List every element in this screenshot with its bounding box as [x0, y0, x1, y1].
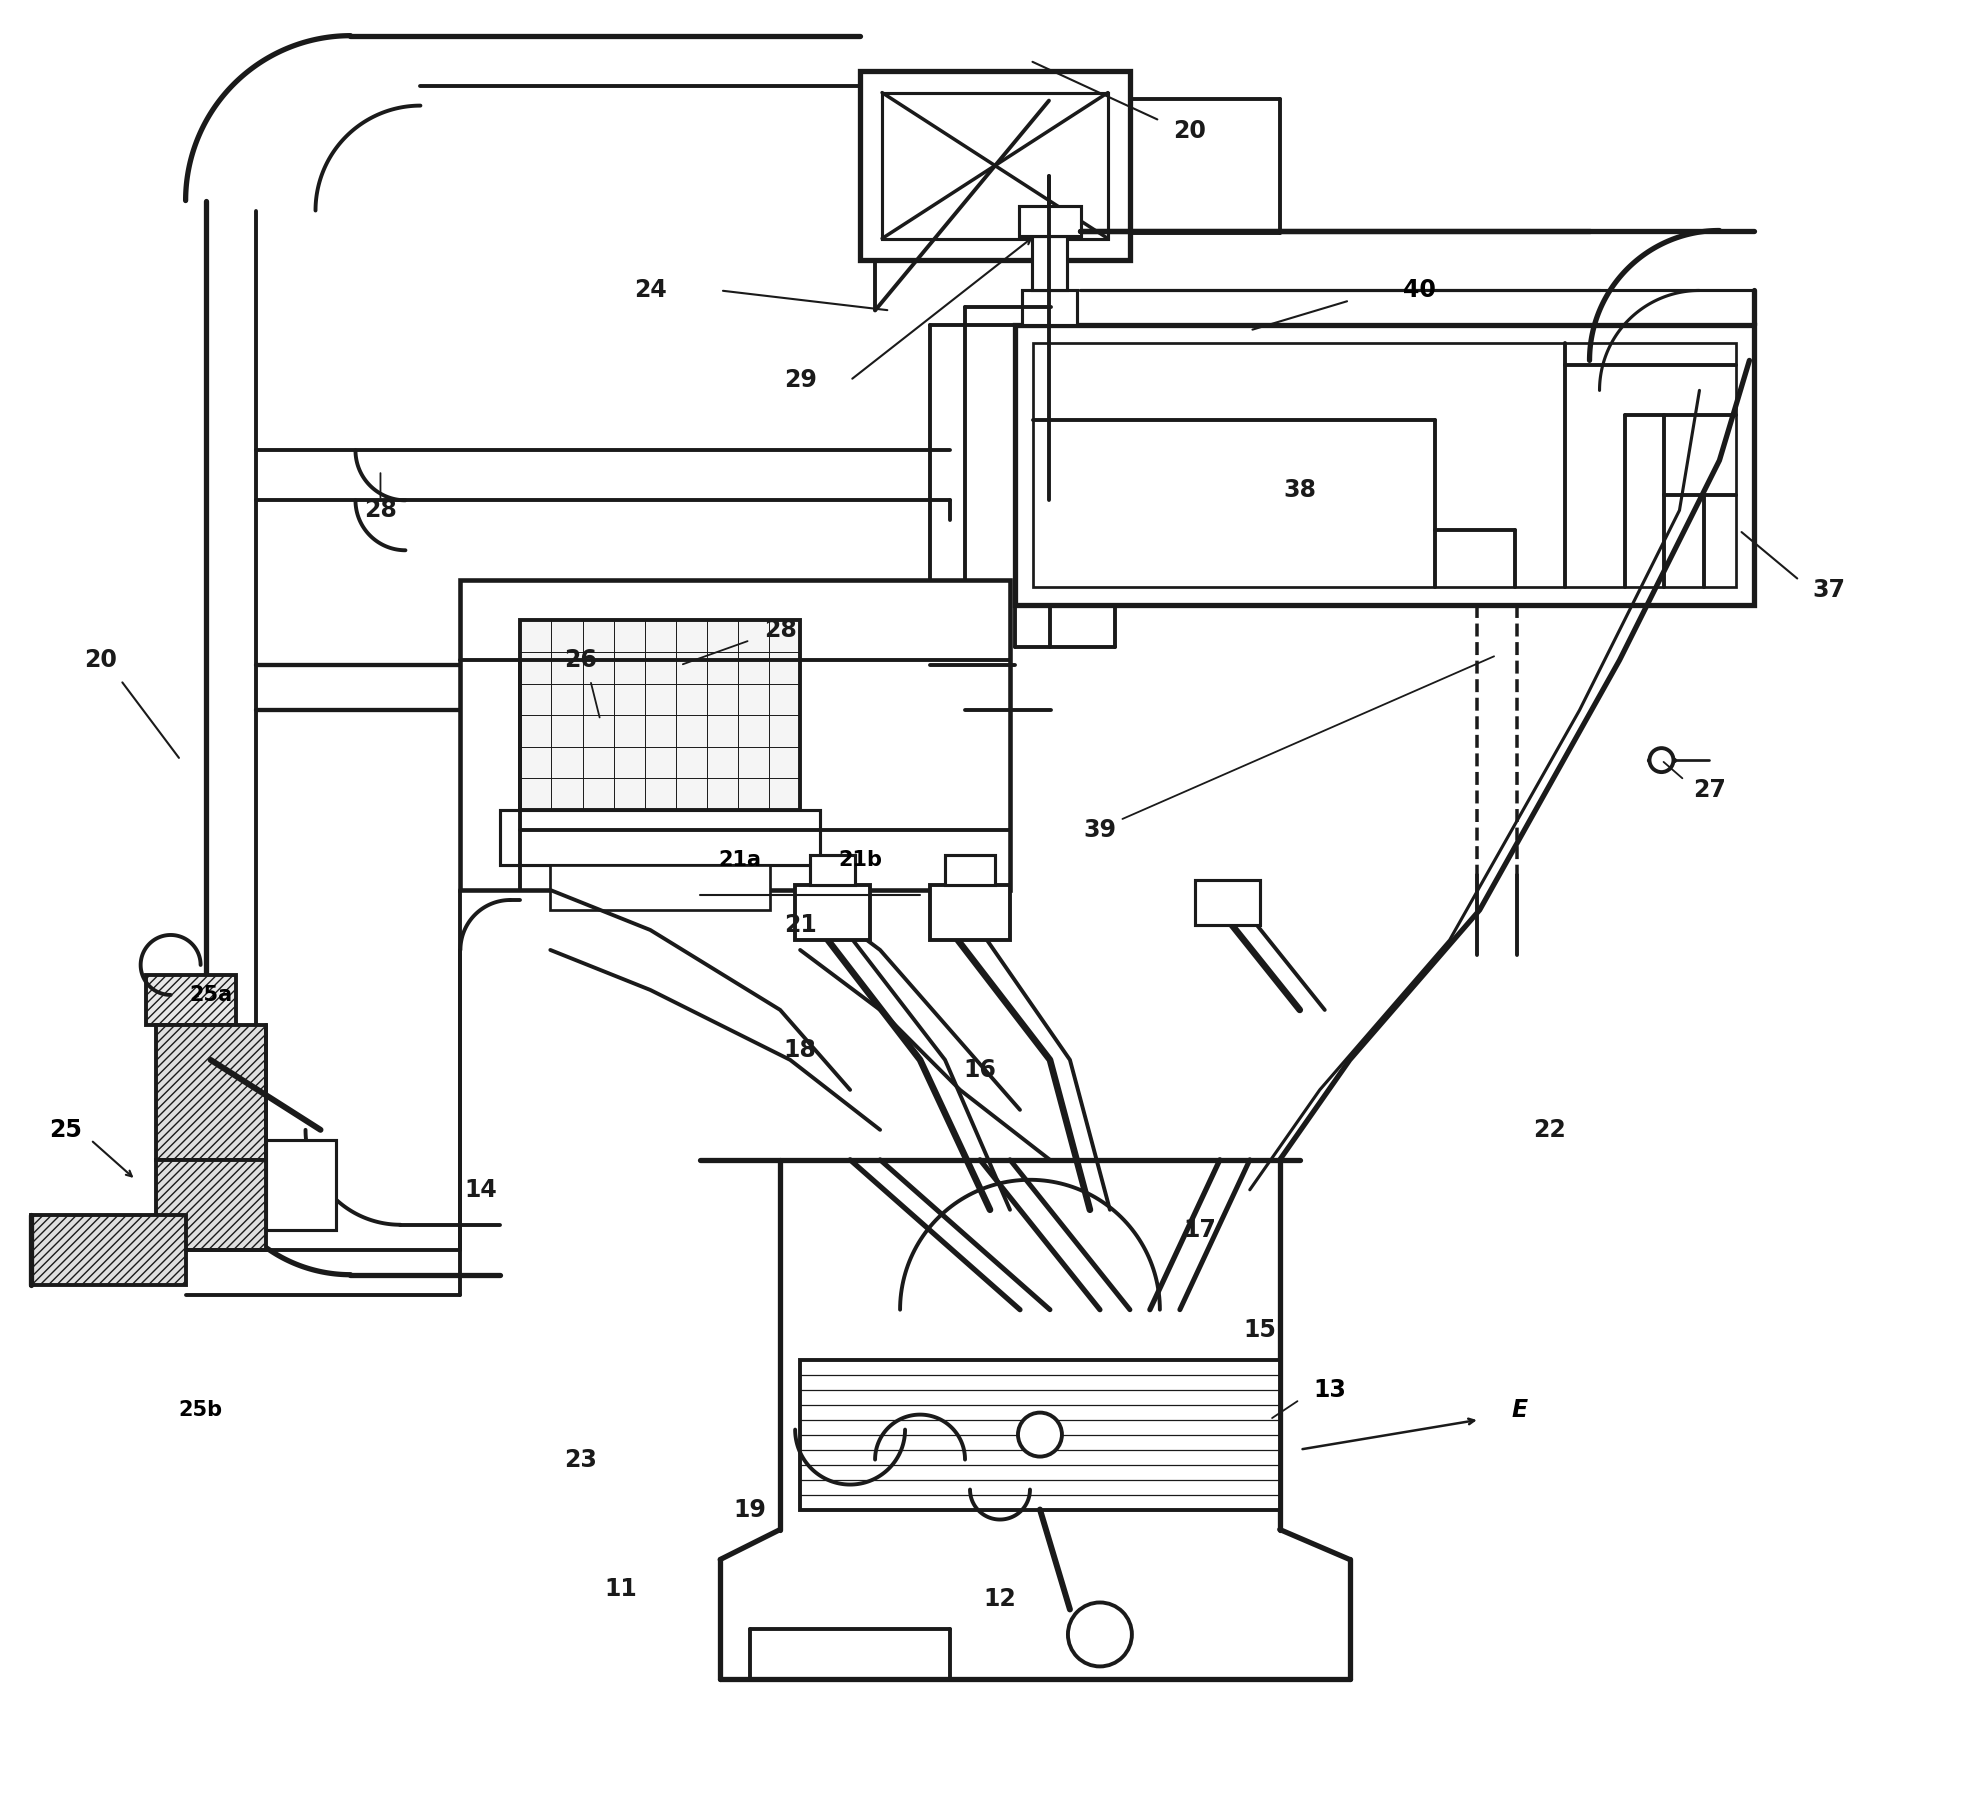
- Bar: [265, 1140, 336, 1229]
- Circle shape: [1018, 1412, 1061, 1457]
- Bar: [931, 885, 1010, 939]
- Bar: [1033, 344, 1737, 586]
- Text: 13: 13: [1314, 1377, 1346, 1401]
- Bar: [520, 621, 800, 811]
- Text: 22: 22: [1533, 1119, 1565, 1142]
- Text: 20: 20: [1174, 119, 1205, 143]
- Text: 17: 17: [1184, 1218, 1217, 1242]
- Bar: [460, 581, 1010, 891]
- Bar: [881, 92, 1109, 239]
- Text: 21: 21: [784, 912, 816, 938]
- Text: 15: 15: [1243, 1318, 1276, 1341]
- Bar: [1031, 235, 1067, 290]
- Text: 19: 19: [733, 1497, 767, 1522]
- Bar: [1022, 290, 1077, 326]
- Text: 29: 29: [784, 369, 816, 393]
- Bar: [156, 1024, 265, 1160]
- Bar: [860, 71, 1130, 261]
- Text: 21a: 21a: [719, 851, 761, 871]
- Bar: [810, 854, 856, 885]
- Circle shape: [1650, 748, 1674, 773]
- Bar: [1195, 880, 1261, 925]
- Text: 28: 28: [763, 619, 796, 643]
- Text: 24: 24: [634, 279, 666, 302]
- Bar: [1020, 206, 1081, 235]
- Bar: [500, 811, 820, 865]
- Text: 37: 37: [1812, 577, 1846, 603]
- Text: 20: 20: [85, 648, 117, 672]
- Text: 25b: 25b: [178, 1399, 223, 1419]
- Text: 18: 18: [784, 1037, 816, 1062]
- Bar: [156, 1160, 265, 1249]
- Text: E: E: [1512, 1397, 1527, 1421]
- Bar: [1016, 326, 1755, 605]
- Bar: [794, 885, 869, 939]
- Text: 25: 25: [49, 1119, 83, 1142]
- Text: 38: 38: [1282, 478, 1316, 503]
- Text: 25a: 25a: [190, 985, 231, 1005]
- Text: 12: 12: [984, 1587, 1016, 1611]
- Bar: [551, 865, 771, 910]
- Bar: [800, 1359, 1280, 1510]
- Bar: [32, 1215, 186, 1285]
- Text: 27: 27: [1693, 778, 1725, 802]
- Circle shape: [1067, 1602, 1132, 1667]
- Text: 26: 26: [563, 648, 597, 672]
- Bar: [146, 976, 235, 1024]
- Text: 28: 28: [364, 498, 397, 523]
- Bar: [945, 854, 996, 885]
- Text: 21b: 21b: [838, 851, 881, 871]
- Text: 23: 23: [563, 1448, 597, 1472]
- Text: 16: 16: [964, 1057, 996, 1082]
- Text: 39: 39: [1083, 818, 1116, 842]
- Text: 40: 40: [1403, 279, 1437, 302]
- Text: 11: 11: [605, 1578, 636, 1602]
- Text: 14: 14: [464, 1178, 496, 1202]
